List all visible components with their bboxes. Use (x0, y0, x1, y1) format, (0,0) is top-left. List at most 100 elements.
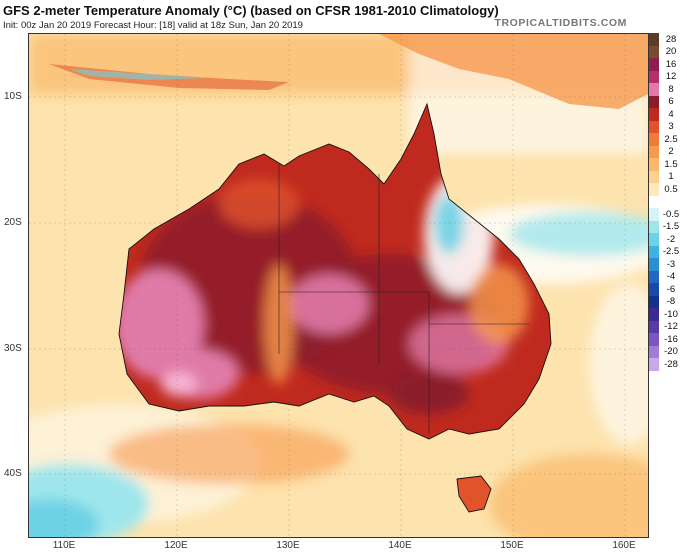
scale-swatch (649, 83, 659, 96)
map-title: GFS 2-meter Temperature Anomaly (°C) (ba… (3, 3, 499, 18)
scale-swatch (649, 170, 659, 183)
scale-label: 6 (668, 96, 674, 108)
scale-label: 3 (668, 121, 674, 133)
lon-label-120e: 120E (164, 540, 188, 551)
scale-swatch (649, 95, 659, 108)
scale-entry: 8 (649, 83, 685, 96)
scale-label: 1 (668, 171, 674, 183)
scale-label: 2.5 (664, 133, 678, 145)
scale-entry: -6 (649, 283, 685, 296)
scale-label: -3 (666, 258, 676, 270)
lon-label-150e: 150E (500, 540, 524, 551)
tasmania (456, 475, 492, 513)
scale-entry (649, 195, 685, 208)
scale-entry: 20 (649, 45, 685, 58)
anomaly-map (28, 33, 649, 538)
lon-label-130e: 130E (276, 540, 300, 551)
scale-label: -1.5 (662, 221, 680, 233)
scale-swatch (649, 45, 659, 58)
lat-label-30s: 30S (4, 343, 22, 354)
scale-entry: -28 (649, 358, 685, 371)
scale-swatch (649, 70, 659, 83)
map-canvas (29, 34, 648, 537)
scale-label: -10 (664, 308, 678, 320)
lat-label-10s: 10S (4, 91, 22, 102)
scale-label: 16 (665, 58, 677, 70)
scale-label: 28 (665, 33, 677, 45)
scale-swatch (649, 108, 659, 121)
scale-label: 8 (668, 83, 674, 95)
scale-entry: -4 (649, 270, 685, 283)
scale-entry: -8 (649, 295, 685, 308)
scale-entry: 2 (649, 145, 685, 158)
scale-swatch (649, 208, 659, 221)
scale-label: -6 (666, 283, 676, 295)
brand-watermark: TROPICALTIDBITS.COM (494, 17, 627, 29)
scale-swatch (649, 58, 659, 71)
lat-label-20s: 20S (4, 217, 22, 228)
scale-entry: -12 (649, 320, 685, 333)
color-scale-legend: 28 20 16 12 8 6 4 3 2.5 2 1.5 1 0.5 -0.5 -1.5 -2 -2.5 -3-… (649, 33, 685, 371)
scale-label: 0.5 (664, 183, 678, 195)
scale-swatch (649, 258, 659, 271)
scale-swatch (649, 220, 659, 233)
scale-entry: -20 (649, 345, 685, 358)
scale-label: -16 (664, 333, 678, 345)
scale-entry: 3 (649, 120, 685, 133)
scale-label: 12 (665, 71, 677, 83)
scale-swatch (649, 33, 659, 46)
scale-entry: 4 (649, 108, 685, 121)
scale-label: -4 (666, 271, 676, 283)
lon-label-140e: 140E (388, 540, 412, 551)
scale-swatch (649, 270, 659, 283)
scale-swatch (649, 133, 659, 146)
scale-entry: -1.5 (649, 220, 685, 233)
scale-entry: 12 (649, 70, 685, 83)
scale-entry: 6 (649, 95, 685, 108)
scale-swatch (649, 233, 659, 246)
scale-entry: 1 (649, 170, 685, 183)
scale-entry: 16 (649, 58, 685, 71)
map-subtitle: Init: 00z Jan 20 2019 Forecast Hour: [18… (3, 20, 303, 31)
northern-islands (49, 34, 648, 109)
lon-label-160e: 160E (612, 540, 636, 551)
scale-label: 1.5 (664, 158, 678, 170)
scale-label: -8 (666, 296, 676, 308)
scale-label: -0.5 (662, 208, 680, 220)
scale-entry: -2.5 (649, 245, 685, 258)
scale-label: -2.5 (662, 246, 680, 258)
scale-swatch (649, 195, 659, 208)
scale-entry: -2 (649, 233, 685, 246)
scale-label: -28 (664, 358, 678, 370)
scale-label: -12 (664, 321, 678, 333)
scale-swatch (649, 183, 659, 196)
scale-swatch (649, 345, 659, 358)
scale-swatch (649, 295, 659, 308)
scale-entry: -3 (649, 258, 685, 271)
scale-swatch (649, 308, 659, 321)
scale-entry: 0.5 (649, 183, 685, 196)
scale-entry: 28 (649, 33, 685, 46)
scale-swatch (649, 120, 659, 133)
scale-swatch (649, 145, 659, 158)
scale-entry: -10 (649, 308, 685, 321)
scale-entry: -16 (649, 333, 685, 346)
map-gridlines (29, 34, 648, 537)
scale-swatch (649, 320, 659, 333)
lat-label-40s: 40S (4, 468, 22, 479)
scale-label: 2 (668, 146, 674, 158)
scale-swatch (649, 333, 659, 346)
lon-label-110e: 110E (52, 540, 76, 551)
scale-entry: 2.5 (649, 133, 685, 146)
scale-swatch (649, 358, 659, 371)
scale-swatch (649, 283, 659, 296)
scale-label: 4 (668, 108, 674, 120)
scale-swatch (649, 245, 659, 258)
scale-swatch (649, 158, 659, 171)
scale-label: 20 (665, 46, 677, 58)
australia-landmass (118, 102, 552, 513)
scale-entry: -0.5 (649, 208, 685, 221)
scale-label: -2 (666, 233, 676, 245)
scale-label: -20 (664, 346, 678, 358)
scale-entry: 1.5 (649, 158, 685, 171)
